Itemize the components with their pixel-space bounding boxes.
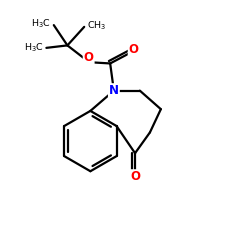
Text: CH$_3$: CH$_3$: [87, 19, 107, 32]
Text: H$_3$C: H$_3$C: [31, 18, 51, 30]
Text: H$_3$C: H$_3$C: [24, 42, 44, 54]
Text: O: O: [129, 43, 139, 56]
Text: O: O: [130, 170, 140, 183]
Text: O: O: [84, 51, 94, 64]
Text: N: N: [109, 84, 119, 97]
